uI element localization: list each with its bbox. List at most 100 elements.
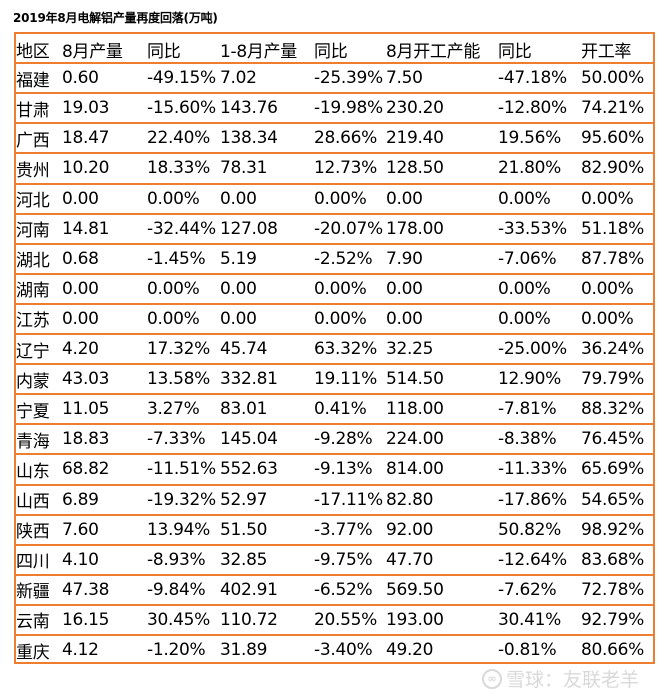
value-cell: -9.13% (314, 459, 373, 480)
value-cell: 54.65% (581, 489, 645, 510)
region-cell: 宁夏 (16, 401, 50, 422)
value-cell: -32.44% (147, 218, 216, 239)
value-cell: 0.00% (314, 188, 367, 209)
value-cell: -7.06% (498, 248, 557, 269)
value-cell: 21.80% (498, 158, 562, 179)
value-cell: -3.40% (314, 640, 373, 661)
region-cell: 湖北 (16, 251, 50, 272)
value-cell: -47.18% (498, 68, 567, 89)
value-cell: 0.00 (220, 188, 257, 209)
value-cell: 7.02 (220, 68, 257, 89)
value-cell: 19.56% (498, 128, 562, 149)
value-cell: 0.00% (581, 278, 634, 299)
value-cell: 4.12 (62, 640, 99, 661)
value-cell: 12.90% (498, 369, 562, 390)
value-cell: 0.00 (62, 278, 99, 299)
value-cell: 224.00 (386, 429, 444, 450)
value-cell: 52.97 (220, 489, 268, 510)
value-cell: -33.53% (498, 218, 567, 239)
value-cell: 65.69% (581, 459, 645, 480)
table-header-row: 地区 8月产量 同比 1-8月产量 同比 8月开工产能 同比 开工率 (16, 34, 653, 64)
value-cell: 5.19 (220, 248, 257, 269)
value-cell: 51.18% (581, 218, 645, 239)
table-row: 四川 4.10 -8.93% 32.85 -9.75% 47.70 -12.64% 83.68… (16, 543, 653, 574)
column-header: 8月产量 (62, 41, 123, 62)
value-cell: -7.81% (498, 399, 557, 420)
value-cell: 16.15 (62, 609, 110, 630)
document-title: 2019年8月电解铝产量再度回落(万吨) (13, 11, 218, 25)
value-cell: 0.00% (581, 308, 634, 329)
value-cell: 4.10 (62, 549, 99, 570)
table-row: 湖北 0.68 -1.45% 5.19 -2.52% 7.90 -7.06% 87.78% (16, 242, 653, 273)
value-cell: 30.41% (498, 609, 562, 630)
value-cell: 51.50 (220, 519, 268, 540)
table-row: 内蒙 43.03 13.58% 332.81 19.11% 514.50 12.90% 79.… (16, 363, 653, 393)
value-cell: 0.00 (220, 278, 257, 299)
column-header: 同比 (314, 41, 348, 62)
table-row: 湖南 0.00 0.00% 0.00 0.00% 0.00 0.00% 0.00% (16, 272, 653, 303)
region-cell: 重庆 (16, 642, 50, 663)
value-cell: 7.60 (62, 519, 99, 540)
value-cell: 17.32% (147, 339, 211, 360)
region-cell: 陕西 (16, 522, 50, 543)
value-cell: 143.76 (220, 98, 278, 119)
value-cell: 12.73% (314, 158, 378, 179)
value-cell: -12.80% (498, 98, 567, 119)
column-header: 同比 (498, 41, 532, 62)
column-header: 地区 (16, 41, 50, 62)
value-cell: 14.81 (62, 218, 110, 239)
value-cell: 30.45% (147, 609, 211, 630)
value-cell: -1.20% (147, 640, 206, 661)
value-cell: -7.33% (147, 429, 206, 450)
table-row: 广西 18.47 22.40% 138.34 28.66% 219.40 19.56% 95.… (16, 122, 653, 152)
value-cell: 92.79% (581, 609, 645, 630)
value-cell: 47.38 (62, 579, 110, 600)
value-cell: 402.91 (220, 579, 278, 600)
value-cell: -19.98% (314, 98, 383, 119)
value-cell: 0.00 (62, 188, 99, 209)
value-cell: 332.81 (220, 369, 278, 390)
value-cell: 82.80 (386, 489, 434, 510)
table-row: 河北 0.00 0.00% 0.00 0.00% 0.00 0.00% 0.00% (16, 182, 653, 213)
value-cell: -20.07% (314, 218, 383, 239)
value-cell: 814.00 (386, 459, 444, 480)
table-row: 河南 14.81 -32.44% 127.08 -20.07% 178.00 -33.53%… (16, 212, 653, 243)
data-table: 地区 8月产量 同比 1-8月产量 同比 8月开工产能 同比 开工率 福建 0.60 -49.15%… (14, 32, 655, 664)
value-cell: 0.00% (498, 308, 551, 329)
value-cell: 76.45% (581, 429, 645, 450)
value-cell: 32.85 (220, 549, 268, 570)
value-cell: 92.00 (386, 519, 434, 540)
value-cell: 0.00% (498, 188, 551, 209)
value-cell: -19.32% (147, 489, 216, 510)
value-cell: -49.15% (147, 68, 216, 89)
value-cell: 68.82 (62, 459, 110, 480)
value-cell: 145.04 (220, 429, 278, 450)
value-cell: -25.39% (314, 68, 383, 89)
watermark-text: 雪球：友联老羊 (506, 669, 640, 691)
value-cell: 10.20 (62, 158, 110, 179)
value-cell: 47.70 (386, 549, 434, 570)
value-cell: 0.00% (147, 278, 200, 299)
value-cell: 178.00 (386, 218, 444, 239)
value-cell: 193.00 (386, 609, 444, 630)
value-cell: -17.86% (498, 489, 567, 510)
value-cell: 7.50 (386, 68, 423, 89)
value-cell: -11.51% (147, 459, 216, 480)
value-cell: 79.79% (581, 369, 645, 390)
value-cell: 83.68% (581, 549, 645, 570)
value-cell: 18.47 (62, 128, 110, 149)
column-header: 1-8月产量 (220, 41, 297, 62)
value-cell: -15.60% (147, 98, 216, 119)
value-cell: 19.03 (62, 98, 110, 119)
value-cell: -11.33% (498, 459, 567, 480)
table-row: 重庆 4.12 -1.20% 31.89 -3.40% 49.20 -0.81% 80.66% (16, 634, 653, 664)
table-row: 新疆 47.38 -9.84% 402.91 -6.52% 569.50 -7.62% 72.… (16, 573, 653, 604)
value-cell: -17.11% (314, 489, 383, 510)
value-cell: -8.93% (147, 549, 206, 570)
value-cell: 127.08 (220, 218, 278, 239)
table-row: 山东 68.82 -11.51% 552.63 -9.13% 814.00 -11.33% 6… (16, 453, 653, 483)
value-cell: -2.52% (314, 248, 373, 269)
region-cell: 广西 (16, 130, 50, 151)
value-cell: 219.40 (386, 128, 444, 149)
value-cell: 72.78% (581, 579, 645, 600)
